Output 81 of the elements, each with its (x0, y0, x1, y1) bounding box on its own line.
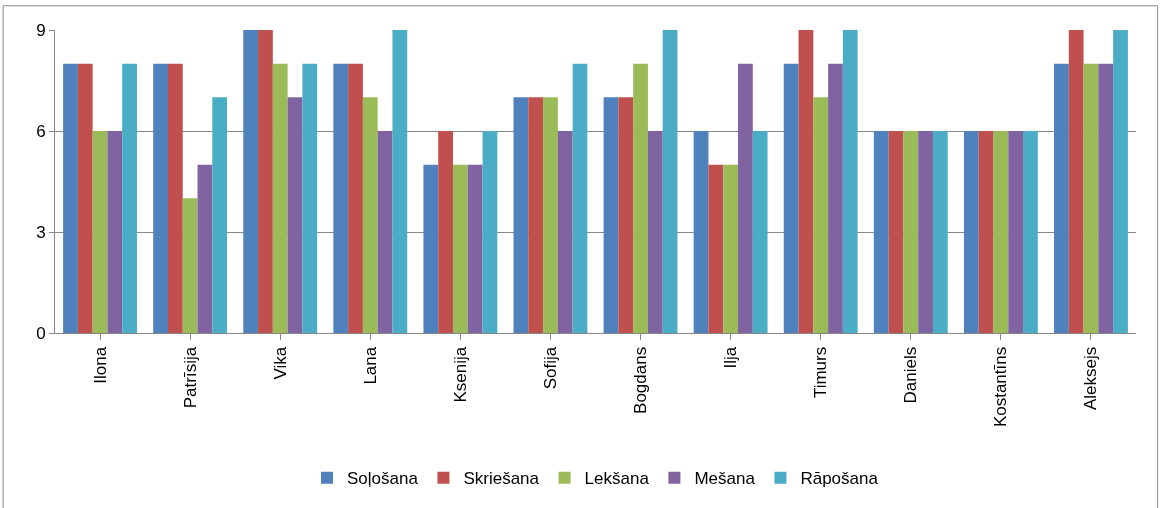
bar (348, 63, 363, 333)
legend-label: Soļošana (347, 469, 419, 489)
bar (738, 63, 753, 333)
bar (182, 198, 198, 333)
bar (1098, 63, 1114, 333)
bar (153, 63, 168, 333)
bar (633, 63, 648, 333)
bar (1083, 63, 1099, 333)
y-tick-label: 0 (36, 323, 46, 343)
x-tick-label: Sofija (540, 346, 560, 390)
bar (1068, 30, 1084, 333)
bar (963, 131, 979, 333)
bar (377, 131, 393, 333)
bar (798, 30, 814, 333)
bar (258, 30, 273, 333)
x-tick-label: Lana (360, 346, 380, 385)
bar (903, 131, 919, 333)
bar (723, 164, 739, 333)
bar (873, 131, 889, 333)
bar (618, 97, 634, 333)
bar (1023, 131, 1038, 333)
bar (842, 30, 858, 333)
bar (467, 164, 483, 333)
bar (557, 131, 573, 333)
bar (452, 164, 468, 333)
bar (1113, 30, 1128, 333)
bar (107, 131, 123, 333)
bar (603, 97, 619, 333)
bar (272, 63, 288, 333)
legend-label: Lekšana (584, 469, 650, 489)
bar (392, 30, 408, 333)
bar (662, 30, 678, 333)
y-tick-label: 3 (36, 222, 46, 242)
bar (978, 131, 994, 333)
y-tick-label: 9 (36, 20, 46, 40)
bar (693, 131, 709, 333)
x-tick-label: Aleksejs (1081, 346, 1101, 411)
bar (77, 63, 93, 333)
x-tick-label: Ilja (721, 346, 741, 369)
x-tick-label: Patrīsija (180, 346, 200, 409)
legend-label: Rāpošana (800, 469, 879, 489)
legend-label: Skriešana (463, 469, 540, 489)
x-tick-label: Kostantīns (991, 346, 1011, 428)
bar (932, 131, 948, 333)
x-tick-label: Bogdans (631, 346, 651, 414)
bar (888, 131, 904, 333)
bar (438, 131, 453, 333)
bar (528, 97, 544, 333)
bar (63, 63, 78, 333)
bar (813, 97, 829, 333)
bar (423, 164, 439, 333)
bar (828, 63, 843, 333)
x-tick-label: Timurs (811, 346, 831, 399)
bar (197, 164, 213, 333)
bar (362, 97, 378, 333)
bar (513, 97, 529, 333)
bar (918, 131, 933, 333)
x-tick-label: Ilona (90, 346, 110, 384)
bar (1008, 131, 1024, 333)
bar (122, 63, 137, 333)
x-tick-label: Ksenija (450, 346, 470, 403)
bar (167, 63, 183, 333)
y-tick-label: 6 (36, 121, 46, 141)
bar (572, 63, 588, 333)
bar (783, 63, 799, 333)
bar (1054, 63, 1069, 333)
bar (302, 63, 318, 333)
bar (647, 131, 663, 333)
bar (752, 131, 768, 333)
bar (708, 164, 724, 333)
bar (243, 30, 259, 333)
bar (287, 97, 303, 333)
bar (333, 63, 349, 333)
bar (993, 131, 1009, 333)
x-tick-label: Daniels (901, 346, 921, 404)
bar (212, 97, 228, 333)
bar (543, 97, 558, 333)
legend-label: Mešana (694, 469, 756, 489)
x-tick-label: Vika (270, 346, 290, 380)
bar (92, 131, 108, 333)
bar (482, 131, 498, 333)
